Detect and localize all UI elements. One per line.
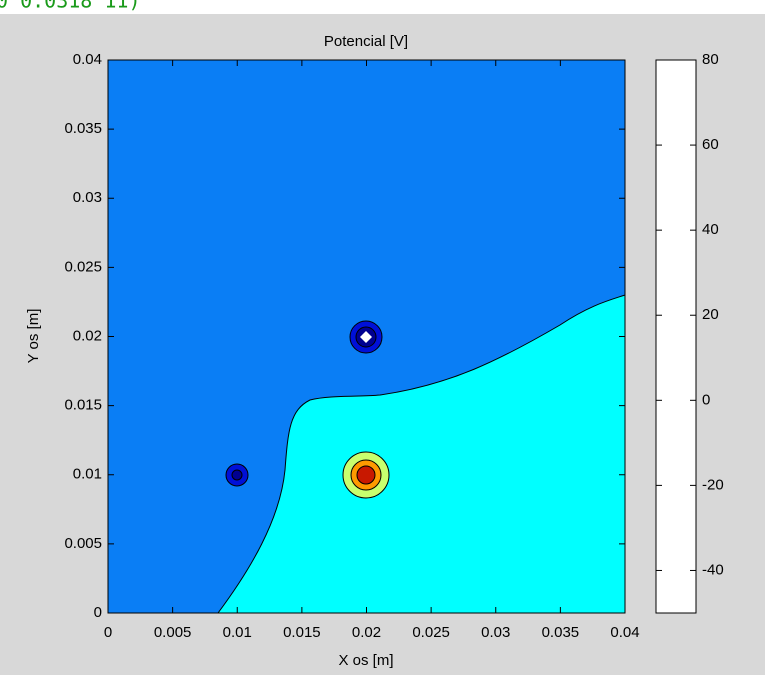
y-tick-label: 0.04	[73, 51, 102, 68]
colorbar	[655, 59, 697, 614]
y-tick-label: 0.01	[73, 466, 102, 483]
colorbar-tick-label: -20	[702, 476, 724, 493]
region-mid	[217, 294, 626, 614]
y-tick-label: 0.03	[73, 189, 102, 206]
colorbar-tick-label: 80	[702, 51, 719, 68]
colorbar-tick-label: -40	[702, 561, 724, 578]
x-tick-label: 0.03	[481, 624, 510, 641]
contour-peak	[360, 331, 372, 343]
x-tick-label: 0.02	[352, 624, 381, 641]
x-tick-label: 0.035	[542, 624, 580, 641]
x-tick-label: 0	[104, 624, 112, 641]
y-tick-label: 0.035	[64, 120, 102, 137]
contour-ring	[356, 465, 376, 485]
x-tick-label: 0.015	[283, 624, 321, 641]
y-tick-label: 0.02	[73, 327, 102, 344]
chart-title: Potencial [V]	[324, 33, 408, 50]
colorbar-tick-label: 60	[702, 136, 719, 153]
x-tick-label: 0.01	[223, 624, 252, 641]
y-tick-label: 0	[94, 604, 102, 621]
y-tick-label: 0.015	[64, 397, 102, 414]
x-tick-label: 0.04	[610, 624, 639, 641]
colorbar-tick-label: 40	[702, 221, 719, 238]
x-tick-label: 0.025	[412, 624, 450, 641]
contour-field	[108, 60, 626, 614]
y-tick-label: 0.005	[64, 535, 102, 552]
colorbar-tick-label: 0	[702, 391, 710, 408]
x-tick-label: 0.005	[154, 624, 192, 641]
colorbar-tick-label: 20	[702, 306, 719, 323]
contour-ring	[231, 469, 243, 481]
caption: 0 0.0318 11)	[0, 0, 141, 13]
y-axis-label: Y os [m]	[25, 309, 42, 364]
x-axis-label: X os [m]	[338, 652, 393, 669]
y-tick-label: 0.025	[64, 258, 102, 275]
